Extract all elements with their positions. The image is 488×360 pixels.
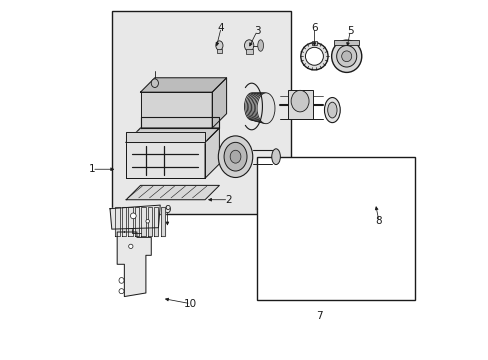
Ellipse shape bbox=[251, 93, 267, 122]
Text: 9: 9 bbox=[164, 206, 170, 216]
Text: 8: 8 bbox=[375, 216, 382, 226]
Polygon shape bbox=[135, 207, 139, 235]
Text: 4: 4 bbox=[218, 23, 224, 33]
Ellipse shape bbox=[341, 51, 351, 62]
Ellipse shape bbox=[257, 40, 263, 51]
Bar bbox=[245, 49, 253, 54]
Ellipse shape bbox=[336, 45, 356, 67]
Bar bbox=[287, 90, 312, 119]
Text: 2: 2 bbox=[224, 195, 231, 205]
Text: 7: 7 bbox=[316, 311, 323, 321]
Ellipse shape bbox=[257, 93, 274, 124]
Polygon shape bbox=[126, 132, 204, 142]
Polygon shape bbox=[128, 207, 132, 235]
Ellipse shape bbox=[218, 136, 252, 177]
Bar bbox=[217, 49, 221, 53]
Ellipse shape bbox=[300, 42, 327, 70]
Bar bbox=[257, 157, 414, 300]
Polygon shape bbox=[154, 207, 158, 235]
Polygon shape bbox=[117, 232, 151, 297]
Text: 5: 5 bbox=[346, 26, 353, 36]
Ellipse shape bbox=[151, 79, 158, 87]
Ellipse shape bbox=[230, 150, 241, 163]
Bar bbox=[126, 142, 204, 178]
Polygon shape bbox=[212, 78, 226, 128]
Ellipse shape bbox=[119, 278, 124, 283]
Ellipse shape bbox=[245, 93, 260, 121]
Polygon shape bbox=[122, 207, 126, 235]
Polygon shape bbox=[126, 128, 219, 142]
Text: 10: 10 bbox=[184, 299, 197, 309]
Bar bbox=[311, 41, 317, 45]
Ellipse shape bbox=[331, 40, 361, 72]
Ellipse shape bbox=[128, 244, 133, 248]
Bar bbox=[112, 12, 290, 214]
Polygon shape bbox=[160, 207, 164, 235]
Polygon shape bbox=[147, 207, 152, 235]
Text: 1: 1 bbox=[89, 164, 95, 174]
Ellipse shape bbox=[224, 142, 246, 171]
Polygon shape bbox=[140, 117, 219, 128]
Polygon shape bbox=[204, 128, 219, 178]
Ellipse shape bbox=[145, 220, 149, 223]
Ellipse shape bbox=[248, 93, 264, 121]
Polygon shape bbox=[140, 92, 212, 128]
Text: 3: 3 bbox=[253, 26, 260, 36]
Ellipse shape bbox=[271, 149, 280, 165]
Ellipse shape bbox=[244, 40, 253, 51]
Text: 6: 6 bbox=[310, 23, 317, 33]
Ellipse shape bbox=[324, 98, 340, 123]
Polygon shape bbox=[115, 207, 120, 235]
Ellipse shape bbox=[254, 93, 271, 123]
Ellipse shape bbox=[327, 102, 336, 118]
Ellipse shape bbox=[305, 47, 323, 65]
Polygon shape bbox=[126, 128, 219, 142]
Polygon shape bbox=[126, 185, 219, 200]
Polygon shape bbox=[141, 207, 145, 235]
Ellipse shape bbox=[119, 289, 124, 294]
Ellipse shape bbox=[130, 213, 136, 219]
Ellipse shape bbox=[290, 90, 308, 112]
Polygon shape bbox=[110, 205, 160, 229]
Ellipse shape bbox=[215, 41, 223, 50]
Bar bbox=[333, 40, 359, 45]
Polygon shape bbox=[140, 78, 226, 92]
